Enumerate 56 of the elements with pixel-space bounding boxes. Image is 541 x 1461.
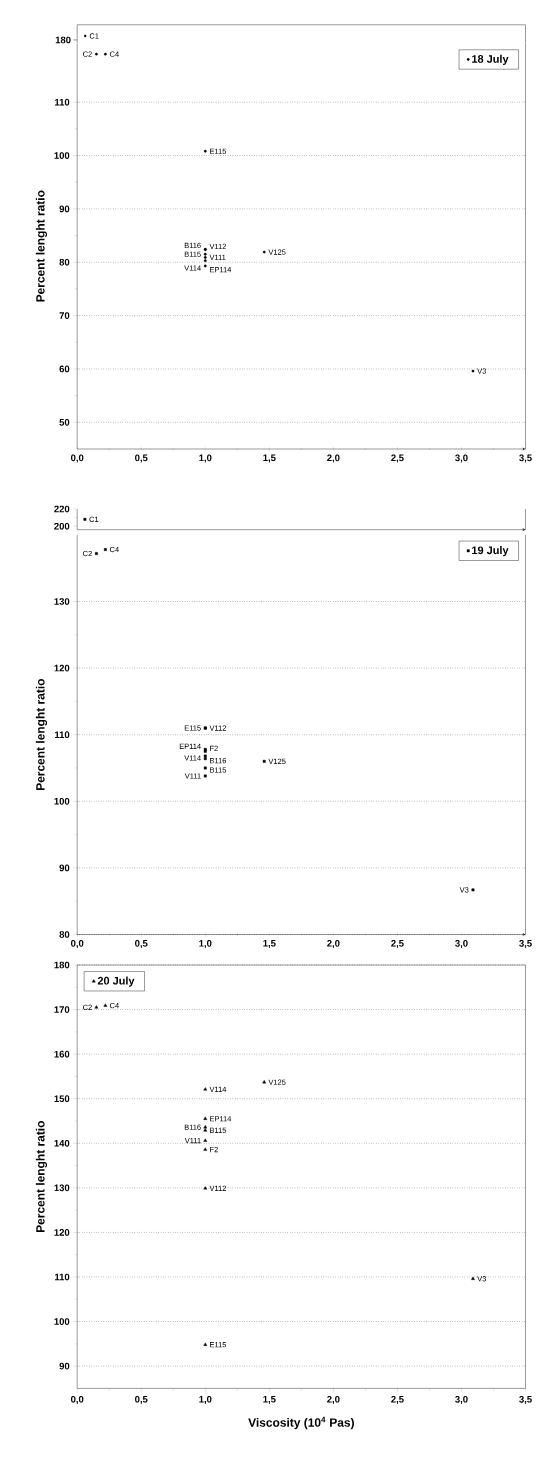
y-tick-label: 80	[59, 931, 70, 938]
y-tick-label: 120	[54, 1229, 70, 1236]
y-tick-label: 90	[59, 205, 70, 213]
legend-label: 19 July	[472, 546, 509, 557]
x-tick-label: 0,5	[135, 1395, 148, 1404]
y-axis-title: Percent lenght ratio	[35, 190, 48, 302]
y-axis-title: Percent lenght ratio	[35, 1121, 48, 1233]
y-tick-label: 110	[55, 1273, 70, 1281]
x-tick-label: 1,5	[263, 940, 276, 948]
x-tick-label: 1,5	[263, 454, 276, 463]
y-tick-label: 140	[54, 1139, 70, 1147]
x-tick-label: 0,5	[135, 454, 148, 463]
x-axis-title: Viscosity (10$^{4}$ Pas)	[248, 1416, 354, 1430]
x-tick-label: 3,5	[519, 1395, 532, 1404]
x-tick-label: 1,0	[199, 454, 212, 463]
y-tick-label: 110	[55, 98, 70, 106]
x-tick-label: 0,0	[71, 454, 84, 463]
y-tick-label: 100	[54, 152, 70, 159]
x-tick-label: 2,0	[327, 1395, 340, 1404]
y-tick-label: 90	[59, 1362, 70, 1370]
y-tick-label: 130	[54, 598, 70, 605]
y-tick-label: 80	[59, 258, 70, 266]
x-tick-label: 0,0	[71, 1395, 84, 1404]
x-tick-label: 3,5	[519, 454, 532, 463]
y-tick-label: 100	[54, 797, 70, 805]
y-tick-label: 160	[54, 1050, 70, 1058]
x-tick-label: 3,0	[455, 454, 468, 463]
y-tick-label: 170	[54, 1006, 70, 1013]
x-tick-label: 2,0	[327, 454, 340, 463]
x-tick-label: 2,5	[391, 1395, 404, 1404]
y-tick-label: 110	[55, 731, 70, 739]
y-tick-label: 220	[54, 505, 70, 513]
x-tick-label: 3,5	[519, 940, 532, 949]
x-tick-label: 3,0	[455, 940, 468, 949]
x-tick-label: 1,5	[263, 1395, 276, 1404]
x-tick-label: 1,0	[199, 940, 212, 949]
x-tick-label: 3,0	[455, 1395, 468, 1404]
legend-label: 20 July	[97, 976, 135, 987]
legend-label: 18 July	[472, 54, 509, 65]
y-tick-label: 90	[59, 864, 70, 872]
y-tick-label: 70	[59, 312, 70, 319]
x-tick-label: 1,0	[199, 1395, 212, 1404]
y-tick-label: 50	[59, 418, 70, 426]
y-tick-label: 130	[54, 1184, 70, 1192]
y-tick-label: 60	[59, 365, 70, 373]
x-tick-label: 2,0	[327, 940, 340, 949]
y-tick-label: 180	[54, 961, 70, 969]
y-tick-label: 100	[54, 1318, 70, 1325]
x-tick-label: 2,5	[391, 940, 404, 949]
x-tick-label: 0,0	[71, 940, 84, 949]
y-tick-label: 200	[54, 522, 70, 530]
x-tick-label: 0,5	[135, 940, 148, 949]
y-axis-title: Percent lenght ratio	[35, 679, 48, 791]
y-tick-label: 120	[54, 664, 70, 672]
y-tick-label: 150	[54, 1095, 70, 1103]
x-tick-label: 2,5	[391, 454, 404, 463]
